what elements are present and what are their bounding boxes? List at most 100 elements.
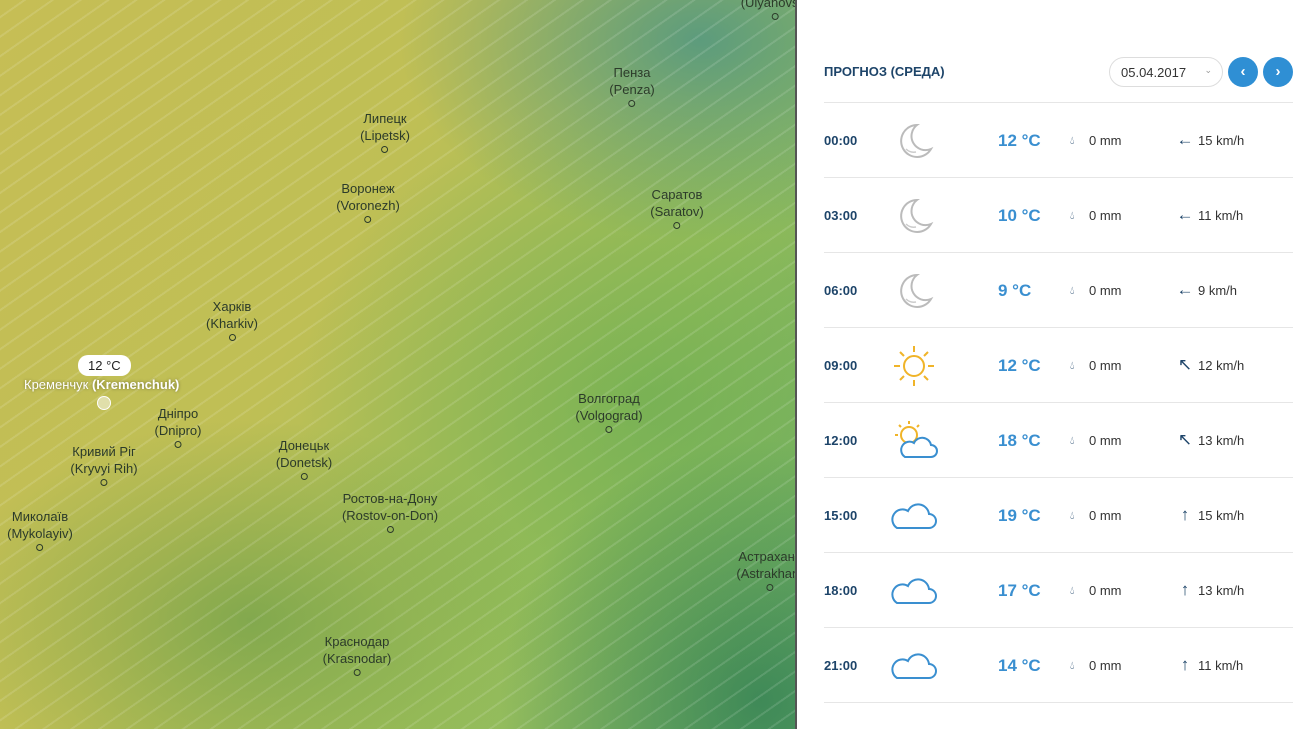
forecast-wind: 9 km/h — [1198, 283, 1238, 298]
city-marker-icon — [228, 334, 236, 341]
city-label[interactable]: Краснодар (Krasnodar) — [322, 633, 392, 676]
raindrop-icon: 💧︎ — [1070, 360, 1075, 372]
city-label[interactable]: Дніпро (Dnipro) — [154, 405, 202, 448]
wind-arrow-up-left-icon: ↖ — [1177, 355, 1193, 374]
city-label[interactable]: Ростов-на-Дону (Rostov-on-Don) — [342, 490, 438, 533]
moon-icon — [889, 194, 939, 238]
divider — [824, 702, 1293, 703]
forecast-wind: 12 km/h — [1198, 358, 1245, 373]
city-local-name: Астрахань — [738, 549, 795, 564]
city-marker-icon — [766, 584, 774, 591]
city-local-name: Дніпро — [157, 406, 199, 421]
selected-city-marker[interactable] — [97, 396, 111, 410]
wind-arrow-up-icon: ↑ — [1180, 580, 1190, 599]
forecast-precipitation: 0 mm — [1089, 508, 1122, 523]
forecast-row: 21:00 14 °C 💧︎ 0 mm ↑ 11 km/h — [824, 627, 1293, 702]
city-latin-name: (Dnipro) — [154, 423, 202, 438]
city-local-name: Кривий Ріг — [72, 444, 136, 459]
forecast-wind: 13 km/h — [1198, 433, 1245, 448]
city-marker-icon — [673, 222, 681, 229]
forecast-precipitation: 0 mm — [1089, 358, 1122, 373]
forecast-temperature: 14 °C — [998, 656, 1041, 675]
city-label[interactable]: Воронеж (Voronezh) — [336, 180, 400, 223]
city-latin-name: (Ulyanovsk) — [740, 0, 795, 10]
city-local-name: Саратов — [651, 187, 703, 202]
forecast-row: 18:00 17 °C 💧︎ 0 mm ↑ 13 km/h — [824, 552, 1293, 627]
forecast-row: 00:00 12 °C 💧︎ 0 mm ← 15 km/h — [824, 102, 1293, 177]
forecast-wind: 11 km/h — [1198, 658, 1244, 673]
city-marker-icon — [386, 526, 394, 533]
wind-streaks — [0, 0, 795, 729]
forecast-wind: 13 km/h — [1198, 583, 1245, 598]
city-latin-name: (Kharkiv) — [205, 316, 259, 331]
prev-day-button[interactable]: ‹ — [1228, 57, 1258, 87]
city-marker-icon — [381, 146, 389, 153]
city-marker-icon — [36, 544, 44, 551]
city-local-name: Ростов-на-Дону — [342, 491, 438, 506]
wind-arrow-left-icon: ← — [1176, 280, 1194, 299]
city-local-name: Воронеж — [341, 181, 395, 196]
forecast-temperature: 18 °C — [998, 431, 1041, 450]
forecast-precipitation: 0 mm — [1089, 433, 1122, 448]
city-latin-name: (Voronezh) — [336, 198, 400, 213]
weather-map[interactable]: Пенза (Penza) Липецк (Lipetsk) Воронеж (Voron… — [0, 0, 795, 729]
forecast-temperature: 12 °C — [998, 356, 1041, 375]
raindrop-icon: 💧︎ — [1070, 210, 1075, 222]
sun-icon — [889, 344, 939, 388]
city-local-name: Донецьк — [278, 438, 330, 453]
city-latin-name: (Krasnodar) — [322, 651, 392, 666]
city-marker-icon — [353, 669, 361, 676]
forecast-temperature: 9 °C — [998, 281, 1032, 300]
forecast-temperature: 17 °C — [998, 581, 1041, 600]
cloud-icon — [889, 569, 939, 613]
city-local-name: Миколаїв — [11, 509, 69, 524]
wind-arrow-left-icon: ← — [1176, 205, 1194, 224]
city-label[interactable]: Саратов (Saratov) — [650, 186, 704, 229]
moon-icon — [889, 119, 939, 163]
forecast-time: 09:00 — [824, 358, 858, 373]
city-marker-icon — [100, 479, 108, 486]
city-label[interactable]: Донецьк (Donetsk) — [276, 437, 332, 480]
city-latin-name: (Rostov-on-Don) — [341, 508, 439, 523]
forecast-time: 15:00 — [824, 508, 858, 523]
date-select[interactable]: 05.04.2017 ⌄ — [1109, 57, 1223, 87]
forecast-precipitation: 0 mm — [1089, 208, 1122, 223]
city-marker-icon — [605, 426, 613, 433]
city-label[interactable]: Пенза (Penza) — [609, 64, 655, 107]
forecast-time: 18:00 — [824, 583, 858, 598]
raindrop-icon: 💧︎ — [1070, 135, 1075, 147]
city-latin-name: (Saratov) — [650, 204, 704, 219]
raindrop-icon: 💧︎ — [1070, 510, 1075, 522]
city-marker-icon — [628, 100, 636, 107]
city-label[interactable]: Липецк (Lipetsk) — [360, 110, 410, 153]
forecast-row: 15:00 19 °C 💧︎ 0 mm ↑ 15 km/h — [824, 477, 1293, 552]
forecast-wind: 15 km/h — [1198, 508, 1245, 523]
forecast-row: 06:00 9 °C 💧︎ 0 mm ← 9 km/h — [824, 252, 1293, 327]
city-label[interactable]: Астрахань (Astrakhan) — [736, 548, 795, 591]
cloud-icon — [889, 644, 939, 688]
city-latin-name: (Donetsk) — [275, 455, 333, 470]
city-label[interactable]: Кривий Ріг (Kryvyi Rih) — [70, 443, 138, 486]
city-latin-name: (Lipetsk) — [360, 128, 410, 143]
forecast-precipitation: 0 mm — [1089, 658, 1122, 673]
city-label[interactable]: Миколаїв (Mykolayiv) — [7, 508, 73, 551]
city-local-name: Липецк — [363, 111, 407, 126]
forecast-time: 00:00 — [824, 133, 858, 148]
city-label[interactable]: Харків (Kharkiv) — [206, 298, 258, 341]
city-latin-name: (Volgograd) — [575, 408, 643, 423]
city-marker-icon — [771, 13, 779, 20]
forecast-panel: ПРОГНОЗ (СРЕДА) 05.04.2017 ⌄ ‹ › 00:00 12… — [795, 0, 1310, 729]
city-latin-name: (Kryvyi Rih) — [70, 461, 138, 476]
city-label[interactable]: Волгоград (Volgograd) — [575, 390, 643, 433]
wind-arrow-up-left-icon: ↖ — [1177, 430, 1193, 449]
forecast-row: 12:00 18 °C 💧︎ 0 mm ↖ 13 km/h — [824, 402, 1293, 477]
city-label[interactable]: (Ulyanovsk) — [741, 0, 795, 20]
city-local-name: Краснодар — [324, 634, 390, 649]
next-day-button[interactable]: › — [1263, 57, 1293, 87]
wind-arrow-left-icon: ← — [1176, 130, 1194, 149]
city-marker-icon — [174, 441, 182, 448]
forecast-time: 03:00 — [824, 208, 858, 223]
forecast-precipitation: 0 mm — [1089, 583, 1122, 598]
raindrop-icon: 💧︎ — [1070, 285, 1075, 297]
temperature-tooltip: 12 °C — [78, 355, 131, 376]
